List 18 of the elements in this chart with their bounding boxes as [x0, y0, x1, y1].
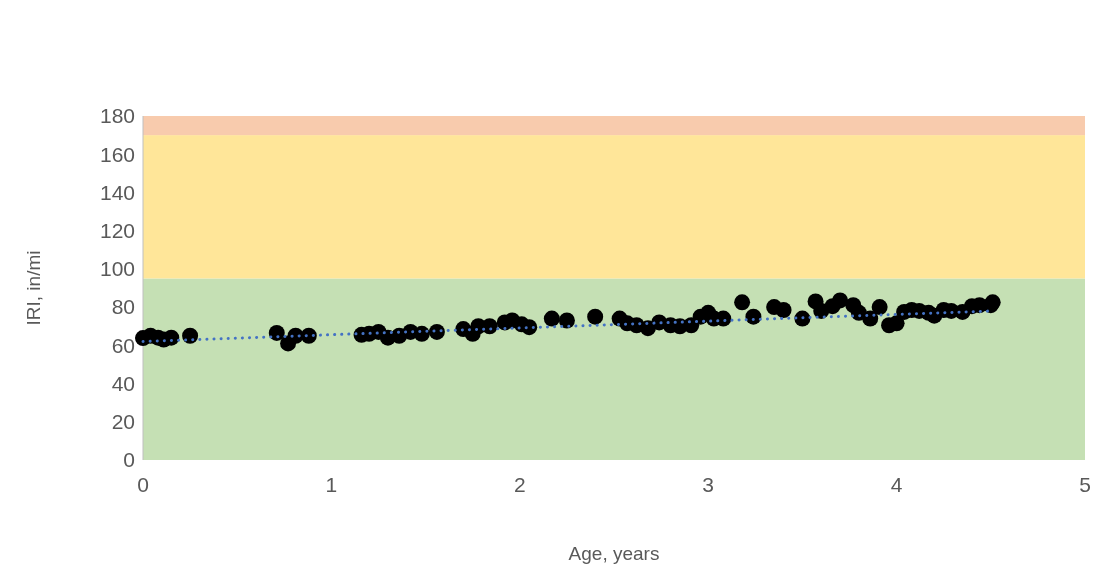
y-tick-label: 0 — [123, 448, 135, 472]
y-tick-label: 40 — [111, 371, 135, 395]
y-tick-label: 140 — [99, 180, 135, 204]
y-tick-label: 60 — [111, 333, 135, 357]
y-tick-label: 80 — [111, 295, 135, 319]
x-tick-label: 5 — [1079, 473, 1091, 496]
x-tick-label: 3 — [702, 473, 715, 496]
y-tick-label: 180 — [99, 104, 135, 128]
y-tick-label: 100 — [99, 257, 135, 281]
x-tick-label: 2 — [513, 473, 526, 496]
y-axis-title: IRI, in/mi — [23, 250, 44, 326]
y-tick-label: 20 — [111, 410, 135, 434]
x-tick-label: 1 — [325, 473, 338, 496]
x-tick-label: 0 — [137, 473, 149, 496]
x-tick-label: 4 — [890, 473, 903, 496]
y-tick-label: 160 — [99, 142, 135, 166]
x-axis-title: Age, years — [568, 543, 660, 564]
y-tick-label: 120 — [99, 219, 135, 243]
